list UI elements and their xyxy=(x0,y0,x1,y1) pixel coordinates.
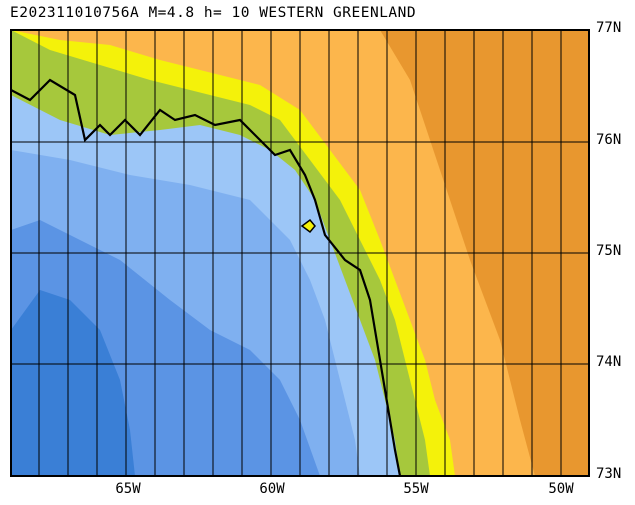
lat-label-73n: 73N xyxy=(596,466,622,482)
map-frame xyxy=(10,29,590,477)
lat-label-76n: 76N xyxy=(596,132,622,148)
lon-label-55w: 55W xyxy=(403,481,429,497)
island xyxy=(300,218,316,234)
lon-label-65w: 65W xyxy=(115,481,141,497)
ocean-deep xyxy=(11,290,135,476)
lon-label-50w: 50W xyxy=(548,481,574,497)
lat-label-75n: 75N xyxy=(596,243,622,259)
coastline xyxy=(11,78,402,476)
graticule xyxy=(11,30,589,476)
lat-label-74n: 74N xyxy=(596,354,622,370)
map-title: E202311010756A M=4.8 h= 10 WESTERN GREEN… xyxy=(10,5,417,21)
lon-label-60w: 60W xyxy=(259,481,285,497)
lat-label-77n: 77N xyxy=(596,20,622,36)
